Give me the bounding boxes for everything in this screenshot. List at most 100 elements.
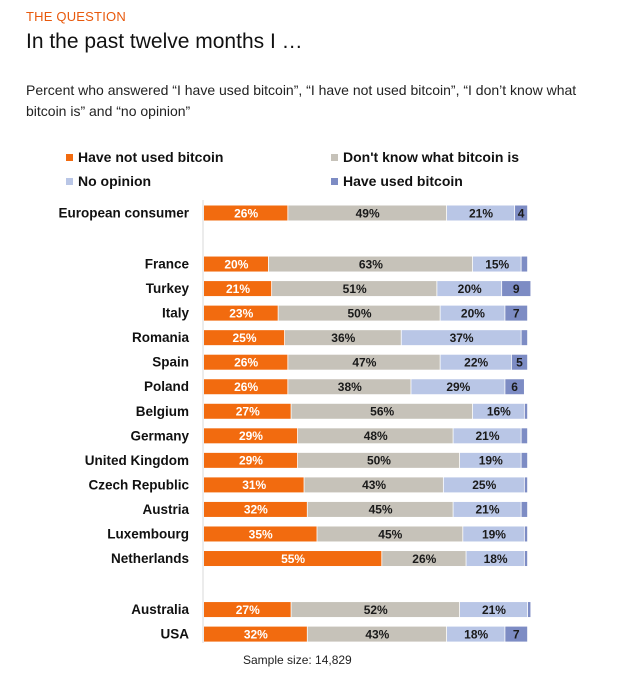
data-label: 21%	[475, 503, 499, 517]
data-label: 31%	[242, 478, 266, 492]
data-label: 35%	[249, 527, 273, 541]
category-label: Netherlands	[111, 551, 189, 566]
bar-segment	[268, 256, 473, 272]
data-label: 27%	[236, 603, 260, 617]
data-label: 21%	[469, 206, 493, 220]
data-label: 23%	[229, 306, 253, 320]
category-label: Spain	[152, 355, 189, 370]
bar-segment	[204, 551, 382, 567]
data-label: 25%	[472, 478, 496, 492]
bar-segment	[204, 403, 291, 419]
bar-segment	[472, 256, 521, 272]
category-label: European consumer	[58, 206, 189, 221]
bar-segment	[401, 330, 521, 346]
data-label: 5	[516, 356, 523, 370]
bar-segment	[288, 205, 447, 221]
category-label: Germany	[130, 428, 189, 443]
data-label: 48%	[364, 429, 388, 443]
bar-segment	[204, 477, 304, 493]
bar-segment	[204, 354, 288, 370]
category-label: Poland	[144, 379, 189, 394]
bar-segment	[524, 551, 528, 567]
data-label: 50%	[348, 306, 372, 320]
category-label: Luxembourg	[107, 526, 189, 541]
data-label: 20%	[461, 306, 485, 320]
data-label: 6	[511, 380, 518, 394]
bar-segment	[524, 477, 528, 493]
bar-segment	[291, 403, 473, 419]
data-label: 56%	[370, 405, 394, 419]
bar-segment	[453, 428, 521, 444]
bar-segment	[204, 256, 268, 272]
data-label: 19%	[482, 527, 506, 541]
data-label: 27%	[236, 405, 260, 419]
bar-segment	[278, 305, 440, 321]
bar-segment	[304, 477, 443, 493]
data-label: 29%	[446, 380, 470, 394]
bar-segment	[515, 205, 528, 221]
bar-segment	[505, 626, 528, 642]
bar-segment	[204, 428, 298, 444]
data-label: 45%	[378, 527, 402, 541]
bar-segment	[288, 354, 440, 370]
bar-segment	[307, 501, 453, 517]
category-label: Australia	[131, 602, 189, 617]
subtitle: Percent who answered “I have used bitcoi…	[26, 82, 577, 119]
bar-segment	[411, 379, 505, 395]
bar-segment	[463, 526, 524, 542]
data-label: 29%	[239, 429, 263, 443]
data-label: 21%	[226, 282, 250, 296]
category-label: Turkey	[146, 281, 190, 296]
bar-segment	[204, 626, 307, 642]
kicker: THE QUESTION	[26, 9, 126, 24]
bar-segment	[459, 602, 528, 618]
bar-segment	[204, 501, 307, 517]
data-label: 26%	[234, 356, 258, 370]
bar-segment	[447, 626, 505, 642]
data-label: 18%	[464, 627, 488, 641]
bar-segment	[521, 330, 528, 346]
bar-segment	[288, 379, 411, 395]
data-label: 19%	[479, 454, 503, 468]
data-label: 25%	[232, 331, 256, 345]
legend-label: Don't know what bitcoin is	[343, 149, 519, 165]
category-label: Czech Republic	[88, 477, 189, 492]
category-label: Italy	[162, 306, 190, 321]
bar-segment	[505, 379, 524, 395]
data-label: 7	[513, 627, 520, 641]
bar-segment	[521, 256, 528, 272]
legend-swatch-no-opinion	[66, 177, 73, 185]
data-label: 38%	[338, 380, 362, 394]
bar-segment	[466, 551, 524, 567]
legend-label: Have not used bitcoin	[78, 149, 224, 165]
data-label: 43%	[362, 478, 386, 492]
legend-swatch-not-used	[66, 153, 73, 161]
bar-segment	[502, 281, 531, 297]
data-label: 16%	[487, 405, 511, 419]
bar-segment	[382, 551, 466, 567]
bar-segment	[440, 305, 505, 321]
data-label: 45%	[369, 503, 393, 517]
legend-item-no-opinion: No opinion	[66, 173, 151, 189]
bar-segment	[447, 205, 515, 221]
data-label: 36%	[331, 331, 355, 345]
bar-segment	[204, 205, 288, 221]
data-label: 18%	[484, 552, 508, 566]
data-label: 20%	[224, 257, 248, 271]
data-label: 15%	[485, 257, 509, 271]
bar-segment	[521, 452, 528, 468]
bar-segment	[459, 452, 521, 468]
data-label: 22%	[464, 356, 488, 370]
legend-label: Have used bitcoin	[343, 173, 463, 189]
category-label: Belgium	[136, 404, 189, 419]
bar-segment	[511, 354, 528, 370]
bar-segment	[204, 602, 291, 618]
bar-segment	[204, 526, 317, 542]
bar-segment	[317, 526, 463, 542]
bar-segment	[505, 305, 528, 321]
data-label: 29%	[239, 454, 263, 468]
bar-segment	[272, 281, 437, 297]
category-label: USA	[160, 627, 189, 642]
data-label: 63%	[359, 257, 383, 271]
